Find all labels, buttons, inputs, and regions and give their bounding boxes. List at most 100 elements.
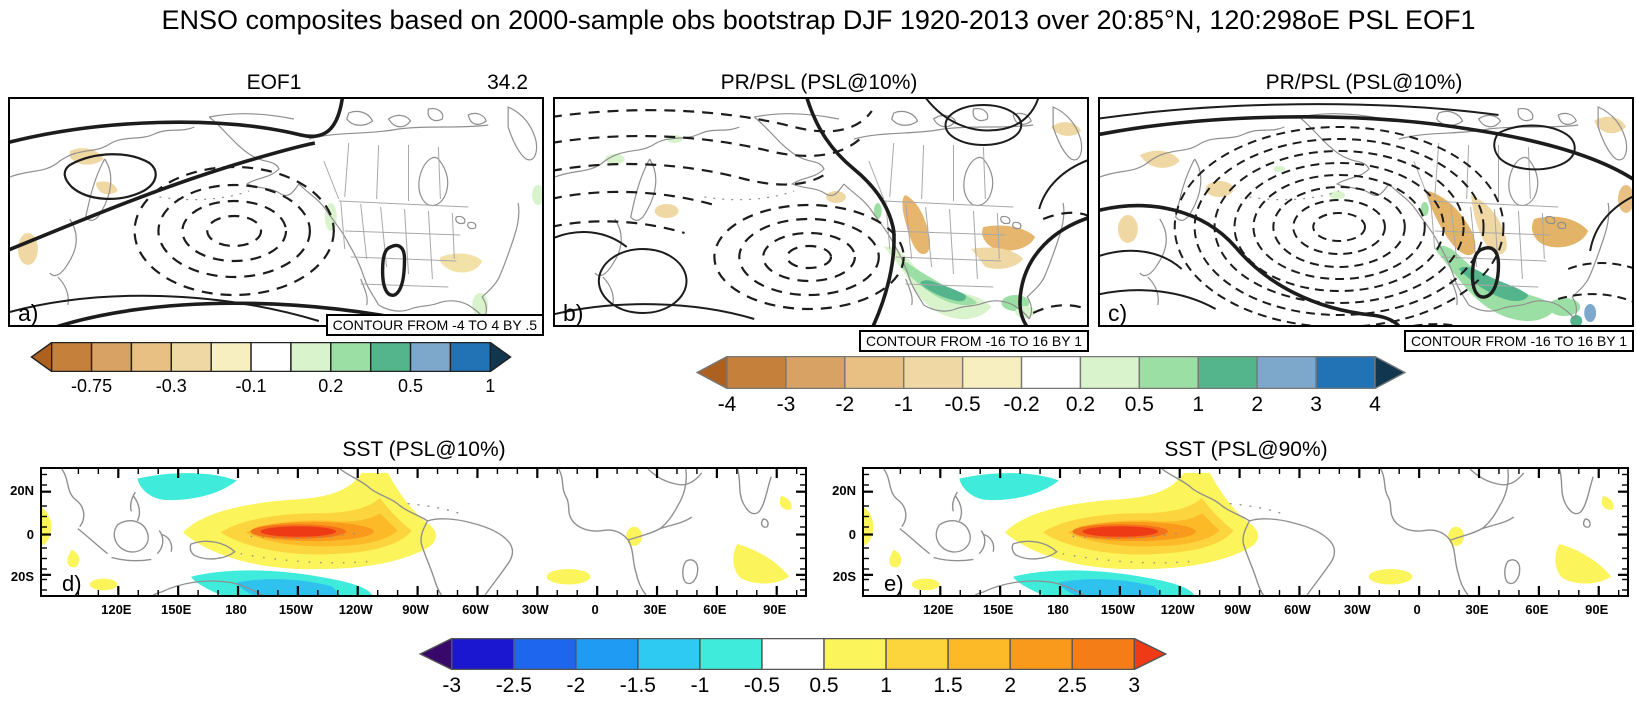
colorbar-tick-label: 2 bbox=[1251, 393, 1263, 416]
colorbar-segment bbox=[1072, 639, 1134, 670]
colorbar-segment bbox=[1022, 357, 1081, 389]
colorbar-tick-label: -0.5 bbox=[944, 393, 981, 416]
panel-d-x-axis: 120E 150E 180 150W 120W 90W 60W 30W 0 30E 60E 90E bbox=[40, 600, 803, 620]
panel-e-map: e) bbox=[862, 467, 1629, 597]
colorbar-tick-label: 0.2 bbox=[318, 376, 344, 396]
colorbar-graphic bbox=[695, 356, 1407, 389]
colorbar-segment bbox=[52, 343, 92, 372]
y-tick-label: 20N bbox=[10, 482, 34, 498]
x-tick-label: 150E bbox=[160, 602, 192, 617]
colorbar-tick-label: 0.2 bbox=[1065, 393, 1096, 416]
colorbar-tick-label: -0.5 bbox=[743, 674, 781, 697]
x-tick-label: 120W bbox=[338, 602, 373, 617]
panel-b-map-art bbox=[555, 99, 1087, 325]
colorbar-tick-label: -3 bbox=[442, 674, 462, 697]
x-tick-label: 120E bbox=[101, 602, 132, 617]
map-frame-ticks bbox=[42, 469, 805, 595]
panel-b-header: PR/PSL (PSL@10%) bbox=[553, 71, 1085, 96]
panel-d-y-axis: 20N 0 20S bbox=[2, 467, 38, 598]
colorbar-tick-label: 0.5 bbox=[1124, 393, 1154, 416]
panel-e-title: SST (PSL@90%) bbox=[1164, 438, 1328, 461]
panel-d-map: d) bbox=[40, 467, 807, 597]
colorbar-tick-label: -2 bbox=[566, 674, 586, 697]
colorbar-graphic bbox=[418, 638, 1168, 670]
colorbar-segment bbox=[786, 357, 845, 389]
colorbar-segment bbox=[845, 357, 904, 389]
colorbar-segment bbox=[948, 639, 1010, 670]
x-tick-label: 150W bbox=[1100, 602, 1135, 617]
colorbar-tick-label: 1 bbox=[485, 376, 496, 396]
colorbar-segment bbox=[1139, 357, 1198, 389]
colorbar-tick-label: 0.5 bbox=[809, 674, 839, 697]
x-tick-label: 30E bbox=[1465, 602, 1489, 617]
colorbar-tick-label: 1.5 bbox=[933, 674, 963, 697]
colorbar-tick-label: 4 bbox=[1369, 393, 1381, 416]
colorbar-tick-label: -0.1 bbox=[235, 376, 267, 396]
colorbar-tick-label: -2 bbox=[835, 393, 855, 416]
colorbar-segment bbox=[762, 639, 824, 670]
panel-c-map-art bbox=[1100, 103, 1632, 325]
x-tick-label: 120E bbox=[923, 602, 954, 617]
x-tick-label: 30E bbox=[643, 602, 667, 617]
colorbar-segment bbox=[371, 343, 411, 372]
panel-c-title: PR/PSL (PSL@10%) bbox=[1265, 71, 1463, 94]
colorbar-segment bbox=[171, 343, 211, 372]
panel-c-map: c) CONTOUR FROM -16 TO 16 BY 1 bbox=[1098, 97, 1634, 352]
colorbar-tick-label: -0.2 bbox=[1003, 393, 1040, 416]
colorbar-tick-label: 1 bbox=[1192, 393, 1205, 416]
panel-a-variance-value: 34.2 bbox=[487, 71, 528, 94]
panel-c-contours bbox=[1100, 103, 1632, 325]
colorbar-tick-label: 2 bbox=[1004, 674, 1016, 697]
panel-c-contour-note: CONTOUR FROM -16 TO 16 BY 1 bbox=[1403, 330, 1634, 352]
colorbar-sst: -3 -2.5 -2 -1.5 -1 -0.5 0.5 1 1.5 2 2.5 3 bbox=[418, 638, 1168, 697]
colorbar-tick-label: -1 bbox=[894, 393, 914, 416]
x-tick-label: 120W bbox=[1160, 602, 1195, 617]
colorbar-left-arrow bbox=[420, 639, 452, 670]
panel-e-letter: e) bbox=[884, 571, 904, 596]
y-tick-label: 20N bbox=[832, 482, 856, 498]
colorbar-tick-label: 3 bbox=[1128, 674, 1141, 697]
colorbar-segment bbox=[1010, 639, 1072, 670]
colorbar-tick-label: -0.3 bbox=[155, 376, 187, 396]
x-tick-label: 0 bbox=[591, 602, 599, 617]
panel-e-y-axis: 20N 0 20S bbox=[824, 467, 860, 598]
panel-b-map: b) CONTOUR FROM -16 TO 16 BY 1 bbox=[553, 97, 1089, 352]
colorbar-segment bbox=[638, 639, 700, 670]
panel-b-contour-note: CONTOUR FROM -16 TO 16 BY 1 bbox=[858, 330, 1089, 352]
colorbar-segment bbox=[411, 343, 451, 372]
colorbar-eof-bar bbox=[30, 342, 512, 372]
colorbar-graphic bbox=[30, 342, 512, 372]
colorbar-segment bbox=[211, 343, 251, 372]
colorbar-segment bbox=[92, 343, 132, 372]
figure-title: ENSO composites based on 2000-sample obs… bbox=[161, 5, 1476, 35]
panel-d-title: SST (PSL@10%) bbox=[342, 438, 506, 461]
x-tick-label: 180 bbox=[1047, 602, 1069, 617]
colorbar-segment bbox=[886, 639, 948, 670]
colorbar-left-arrow bbox=[697, 357, 727, 389]
colorbar-segment bbox=[331, 343, 371, 372]
y-tick-label: 20S bbox=[832, 569, 856, 585]
colorbar-eof: -0.75 -0.3 -0.1 0.2 0.5 1 bbox=[30, 342, 512, 396]
colorbar-tick-label: -0.75 bbox=[71, 376, 113, 396]
panel-a-title: EOF1 bbox=[246, 71, 302, 94]
colorbar-segment bbox=[727, 357, 786, 389]
colorbar-tick-label: -4 bbox=[717, 393, 737, 416]
x-tick-label: 60E bbox=[703, 602, 727, 617]
colorbar-tick-label: -3 bbox=[776, 393, 796, 416]
colorbar-segment bbox=[1316, 357, 1375, 389]
colorbar-segment bbox=[700, 639, 762, 670]
panel-b-fills bbox=[604, 122, 1082, 320]
colorbar-left-arrow bbox=[31, 343, 51, 372]
y-tick-label: 0 bbox=[26, 527, 34, 543]
panel-c-letter: c) bbox=[1108, 300, 1128, 326]
colorbar-segment bbox=[576, 639, 638, 670]
x-tick-label: 30W bbox=[1343, 602, 1371, 617]
colorbar-sst-bar bbox=[418, 638, 1168, 670]
y-tick-label: 20S bbox=[10, 569, 34, 585]
colorbar-pr-bar bbox=[695, 356, 1407, 389]
colorbar-segment bbox=[514, 639, 576, 670]
colorbar-right-arrow bbox=[1375, 357, 1405, 389]
colorbar-tick-label: -1 bbox=[690, 674, 710, 697]
panel-b-letter: b) bbox=[563, 300, 584, 326]
